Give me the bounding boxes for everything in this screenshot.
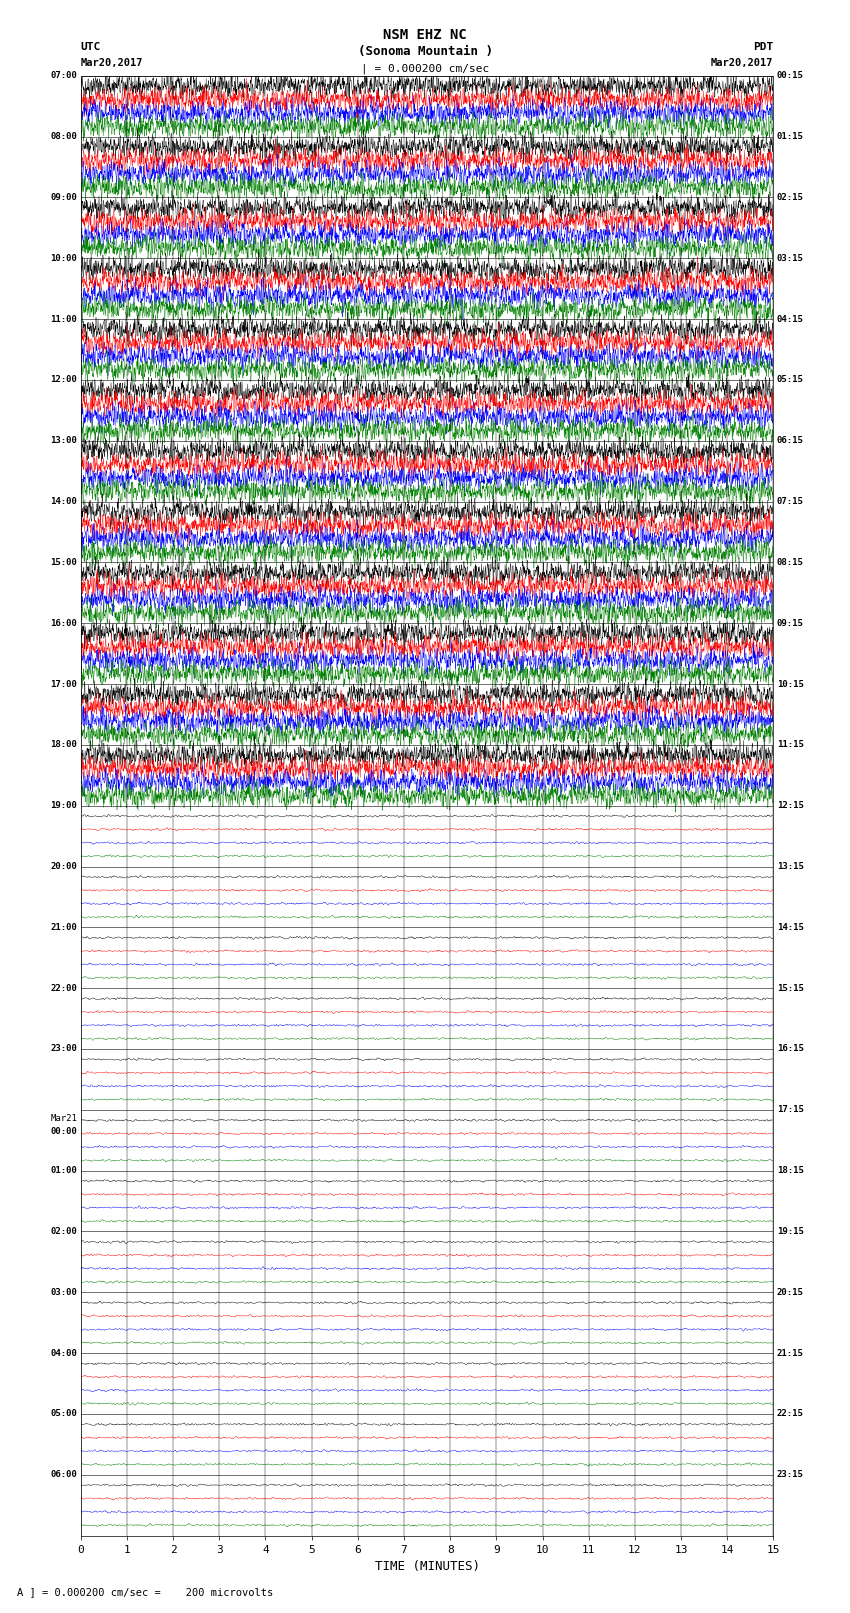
Text: 10:00: 10:00: [50, 253, 77, 263]
Text: 13:00: 13:00: [50, 436, 77, 445]
Text: 23:15: 23:15: [777, 1471, 804, 1479]
Text: 16:00: 16:00: [50, 619, 77, 627]
Text: A ] = 0.000200 cm/sec =    200 microvolts: A ] = 0.000200 cm/sec = 200 microvolts: [17, 1587, 273, 1597]
Text: 02:00: 02:00: [50, 1227, 77, 1236]
Text: 01:00: 01:00: [50, 1166, 77, 1176]
Text: 03:00: 03:00: [50, 1287, 77, 1297]
Text: PDT: PDT: [753, 42, 774, 52]
Text: 04:15: 04:15: [777, 315, 804, 324]
Text: 18:15: 18:15: [777, 1166, 804, 1176]
Text: UTC: UTC: [81, 42, 101, 52]
Text: 00:00: 00:00: [50, 1126, 77, 1136]
Text: 21:15: 21:15: [777, 1348, 804, 1358]
Text: 08:15: 08:15: [777, 558, 804, 566]
Text: 12:15: 12:15: [777, 802, 804, 810]
Text: 14:15: 14:15: [777, 923, 804, 932]
Text: NSM EHZ NC: NSM EHZ NC: [383, 27, 467, 42]
Text: 23:00: 23:00: [50, 1045, 77, 1053]
Text: 09:00: 09:00: [50, 194, 77, 202]
Text: Mar20,2017: Mar20,2017: [81, 58, 144, 68]
Text: 10:15: 10:15: [777, 679, 804, 689]
Text: 17:15: 17:15: [777, 1105, 804, 1115]
Text: 15:00: 15:00: [50, 558, 77, 566]
Text: 09:15: 09:15: [777, 619, 804, 627]
Text: 05:00: 05:00: [50, 1410, 77, 1418]
Text: 12:00: 12:00: [50, 376, 77, 384]
Text: 06:00: 06:00: [50, 1471, 77, 1479]
Text: 19:00: 19:00: [50, 802, 77, 810]
Text: 22:15: 22:15: [777, 1410, 804, 1418]
Text: 22:00: 22:00: [50, 984, 77, 992]
Text: 08:00: 08:00: [50, 132, 77, 140]
Text: 05:15: 05:15: [777, 376, 804, 384]
Text: 02:15: 02:15: [777, 194, 804, 202]
Text: 14:00: 14:00: [50, 497, 77, 506]
Text: 03:15: 03:15: [777, 253, 804, 263]
Text: 00:15: 00:15: [777, 71, 804, 81]
Text: | = 0.000200 cm/sec: | = 0.000200 cm/sec: [361, 63, 489, 74]
Text: 18:00: 18:00: [50, 740, 77, 750]
Text: 20:00: 20:00: [50, 861, 77, 871]
Text: Mar20,2017: Mar20,2017: [711, 58, 774, 68]
Text: 07:00: 07:00: [50, 71, 77, 81]
Text: 15:15: 15:15: [777, 984, 804, 992]
Text: 13:15: 13:15: [777, 861, 804, 871]
Text: 04:00: 04:00: [50, 1348, 77, 1358]
Text: 01:15: 01:15: [777, 132, 804, 140]
Text: (Sonoma Mountain ): (Sonoma Mountain ): [358, 45, 492, 58]
Text: 20:15: 20:15: [777, 1287, 804, 1297]
Text: 06:15: 06:15: [777, 436, 804, 445]
Text: 19:15: 19:15: [777, 1227, 804, 1236]
Text: 11:00: 11:00: [50, 315, 77, 324]
Text: 21:00: 21:00: [50, 923, 77, 932]
Text: 17:00: 17:00: [50, 679, 77, 689]
Text: 11:15: 11:15: [777, 740, 804, 750]
Text: 16:15: 16:15: [777, 1045, 804, 1053]
X-axis label: TIME (MINUTES): TIME (MINUTES): [375, 1560, 479, 1573]
Text: Mar21: Mar21: [50, 1115, 77, 1123]
Text: 07:15: 07:15: [777, 497, 804, 506]
